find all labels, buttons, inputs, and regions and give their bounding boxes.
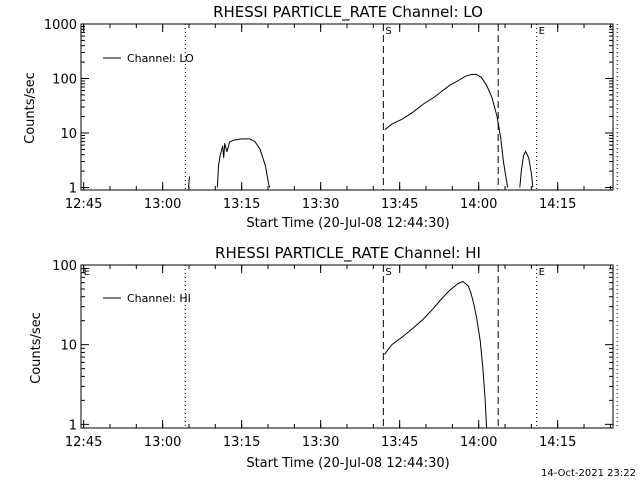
x-axis-label: Start Time (20-Jul-08 12:44:30) (246, 216, 449, 231)
hi-channel-panel: RHESSI PARTICLE_RATE Channel: HI Start T… (29, 244, 618, 471)
x-tick-label: 13:45 (381, 435, 418, 450)
series-line (216, 138, 271, 188)
x-tick-label: 13:30 (302, 197, 339, 212)
x-tick-label: 13:00 (144, 197, 181, 212)
y-tick-label: 1 (69, 418, 77, 433)
y-axis-label: Counts/sec (29, 312, 44, 384)
marker-label: E (539, 267, 545, 278)
plot-frame (80, 264, 614, 429)
lo-channel-panel: RHESSI PARTICLE_RATE Channel: LO Start T… (23, 3, 618, 231)
x-tick-label: 12:45 (65, 435, 102, 450)
y-tick-label: 100 (52, 259, 77, 274)
y-tick-label: 1 (69, 182, 77, 197)
y-tick-label: 1000 (44, 18, 77, 33)
x-tick-label: 13:45 (381, 197, 418, 212)
marker-label: S (385, 26, 391, 37)
series-line (519, 150, 534, 188)
series-line (384, 73, 509, 188)
y-tick-label: 100 (52, 73, 77, 88)
x-axis-label: Start Time (20-Jul-08 12:44:30) (246, 456, 449, 471)
x-tick-label: 13:30 (302, 435, 339, 450)
panel-title: RHESSI PARTICLE_RATE Channel: LO (213, 3, 483, 22)
x-tick-label: 13:15 (223, 197, 260, 212)
x-tick-label: 13:00 (144, 435, 181, 450)
x-tick-label: 13:15 (223, 435, 260, 450)
series-line (383, 280, 488, 428)
marker-label: S (385, 267, 391, 278)
panel-title: RHESSI PARTICLE_RATE Channel: HI (215, 244, 481, 263)
legend-label: Channel: HI (127, 292, 191, 305)
series-line (188, 176, 190, 188)
x-tick-label: 14:15 (539, 435, 576, 450)
legend-label: Channel: LO (127, 52, 194, 65)
y-tick-label: 10 (60, 339, 77, 354)
y-axis-label: Counts/sec (23, 72, 38, 144)
x-tick-label: 12:45 (65, 197, 102, 212)
marker-label: E (539, 26, 545, 37)
y-tick-label: 10 (60, 127, 77, 142)
x-tick-label: 14:15 (539, 197, 576, 212)
footer-timestamp: 14-Oct-2021 23:22 (541, 468, 636, 479)
plot-frame (80, 23, 614, 191)
marker-label: E (84, 267, 90, 278)
x-tick-label: 14:00 (460, 197, 497, 212)
x-tick-label: 14:00 (460, 435, 497, 450)
